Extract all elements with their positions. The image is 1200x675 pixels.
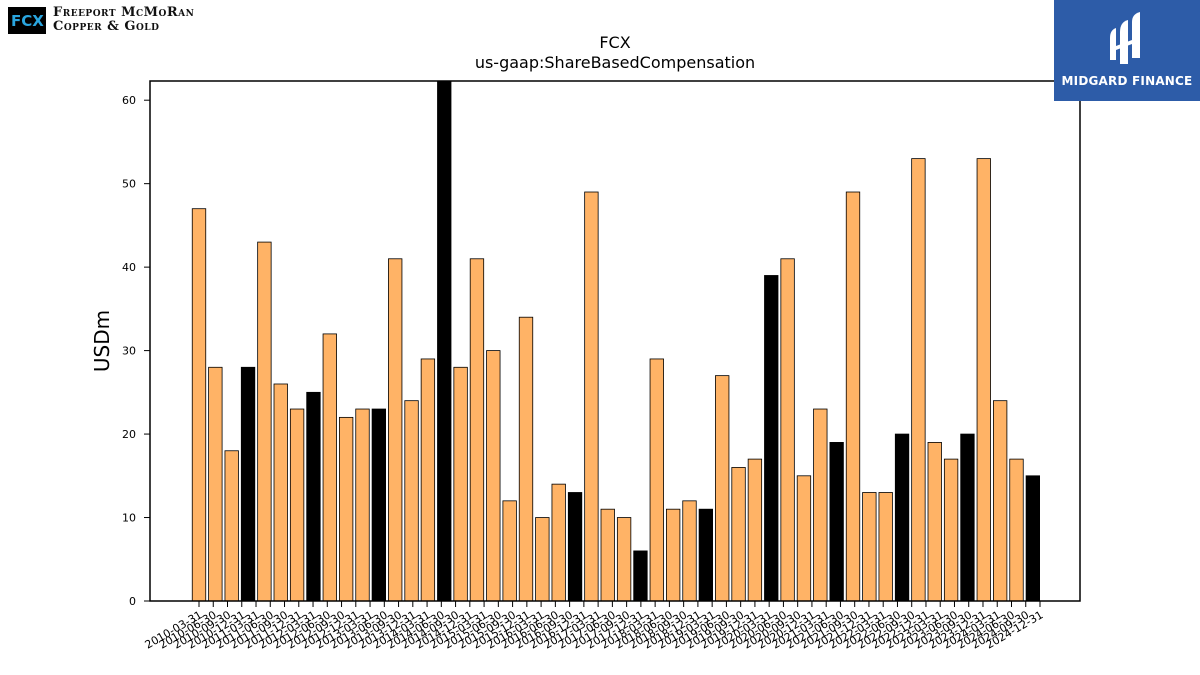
bar [486, 350, 501, 602]
bar [322, 333, 337, 602]
plot-frame [149, 80, 1081, 602]
bar [715, 375, 730, 602]
chart-subtitle: us-gaap:ShareBasedCompensation [475, 53, 755, 72]
fcx-logo-mark: FCX [11, 11, 44, 30]
bar [257, 241, 272, 602]
bar [535, 517, 550, 602]
bar [927, 442, 942, 602]
bar [208, 366, 223, 602]
fcx-logo-line2: Copper & Gold [53, 19, 160, 34]
bar [1009, 458, 1024, 602]
midgard-logo-text: MIDGARD FINANCE [1061, 74, 1193, 88]
chart-title: FCX [599, 33, 630, 52]
bar [1025, 475, 1040, 602]
bar [731, 467, 746, 602]
y-tick-label: 40 [122, 261, 136, 274]
y-tick-label: 60 [122, 94, 136, 107]
bar [273, 383, 288, 602]
y-tick-label: 10 [122, 512, 136, 525]
bar [796, 475, 812, 602]
bar [453, 366, 468, 602]
bar [780, 258, 795, 602]
bar [616, 517, 632, 602]
bar [976, 158, 991, 602]
bar [518, 316, 534, 602]
bar [371, 408, 387, 602]
y-tick-label: 50 [122, 178, 136, 191]
fcx-logo-icon: FCX [8, 6, 46, 34]
bar [600, 508, 615, 602]
bar [404, 400, 419, 602]
bar [943, 458, 959, 602]
bar [191, 208, 207, 602]
bar [894, 433, 910, 602]
bar [682, 500, 697, 602]
bar [502, 500, 517, 602]
bar [878, 492, 893, 602]
bar [813, 408, 828, 602]
bar [829, 442, 844, 602]
y-axis-label: USDm [90, 310, 114, 372]
bar [584, 191, 599, 602]
bar [649, 358, 664, 602]
bar [388, 258, 403, 602]
freeport-mcmoran-logo: FCX Freeport McMoRan Copper & Gold [8, 6, 194, 34]
bars-layer [191, 80, 1040, 602]
bar [306, 391, 321, 602]
bar [469, 258, 485, 602]
bar [747, 458, 763, 602]
bar [666, 508, 681, 602]
bar [551, 483, 566, 602]
bar [698, 508, 713, 602]
y-axis-ticks: 0 10 20 30 40 50 60 [122, 94, 150, 608]
y-tick-label: 20 [122, 428, 136, 441]
bar [567, 492, 583, 602]
y-tick-label: 30 [122, 345, 136, 358]
x-axis-ticks: 2010-03-312010-06-302010-09-302010-12-31… [143, 601, 1046, 652]
fcx-logo-text: Freeport McMoRan Copper & Gold [53, 6, 194, 34]
bar [289, 408, 305, 602]
bar [764, 275, 779, 602]
bar [633, 550, 648, 602]
bar [845, 191, 861, 602]
bar [338, 416, 354, 602]
bar [355, 408, 370, 602]
bar [911, 158, 926, 602]
bar [960, 433, 975, 602]
fcx-logo-line1: Freeport McMoRan [53, 5, 195, 20]
midgard-logo-icon [1110, 12, 1140, 64]
bar [420, 358, 436, 602]
bar [862, 492, 877, 602]
bar [993, 400, 1008, 602]
midgard-finance-logo: MIDGARD FINANCE [1054, 0, 1200, 101]
bar [240, 366, 256, 602]
bar [437, 80, 452, 602]
y-tick-label: 0 [129, 595, 136, 608]
bar [224, 450, 239, 602]
